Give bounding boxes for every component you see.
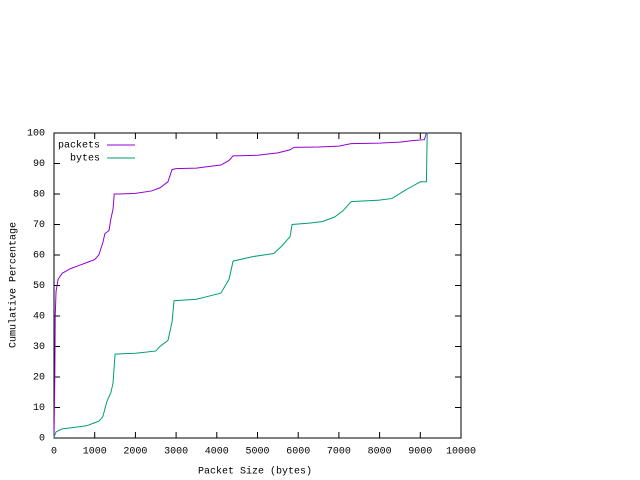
y-tick-label: 90 — [33, 159, 45, 170]
x-tick-label: 3000 — [164, 447, 188, 458]
y-tick-label: 60 — [33, 251, 45, 262]
x-tick-label: 9000 — [408, 447, 432, 458]
y-tick-label: 40 — [33, 312, 45, 323]
x-tick-label: 1000 — [83, 447, 107, 458]
y-tick-label: 0 — [39, 434, 45, 445]
plot-frame — [53, 132, 462, 439]
x-tick-label: 7000 — [327, 447, 351, 458]
series-line — [53, 132, 427, 439]
x-tick-label: 10000 — [446, 447, 476, 458]
y-tick-label: 80 — [33, 190, 45, 201]
y-tick-label: 20 — [33, 373, 45, 384]
y-tick-label: 30 — [33, 342, 45, 353]
y-axis-label: Cumulative Percentage — [8, 222, 20, 348]
x-tick-label: 2000 — [123, 447, 147, 458]
y-tick-label: 50 — [33, 281, 45, 292]
x-tick-label: 6000 — [286, 447, 310, 458]
series-line — [53, 132, 428, 439]
y-tick-label: 10 — [33, 403, 45, 414]
legend-label: bytes — [70, 153, 100, 165]
x-tick-label: 5000 — [245, 447, 269, 458]
y-tick-label: 100 — [27, 129, 45, 140]
x-tick-label: 4000 — [205, 447, 229, 458]
x-tick-label: 8000 — [368, 447, 392, 458]
y-tick-label: 70 — [33, 220, 45, 231]
x-tick-label: 0 — [51, 447, 57, 458]
x-axis-label: Packet Size (bytes) — [198, 466, 312, 478]
legend-label: packets — [58, 140, 100, 152]
